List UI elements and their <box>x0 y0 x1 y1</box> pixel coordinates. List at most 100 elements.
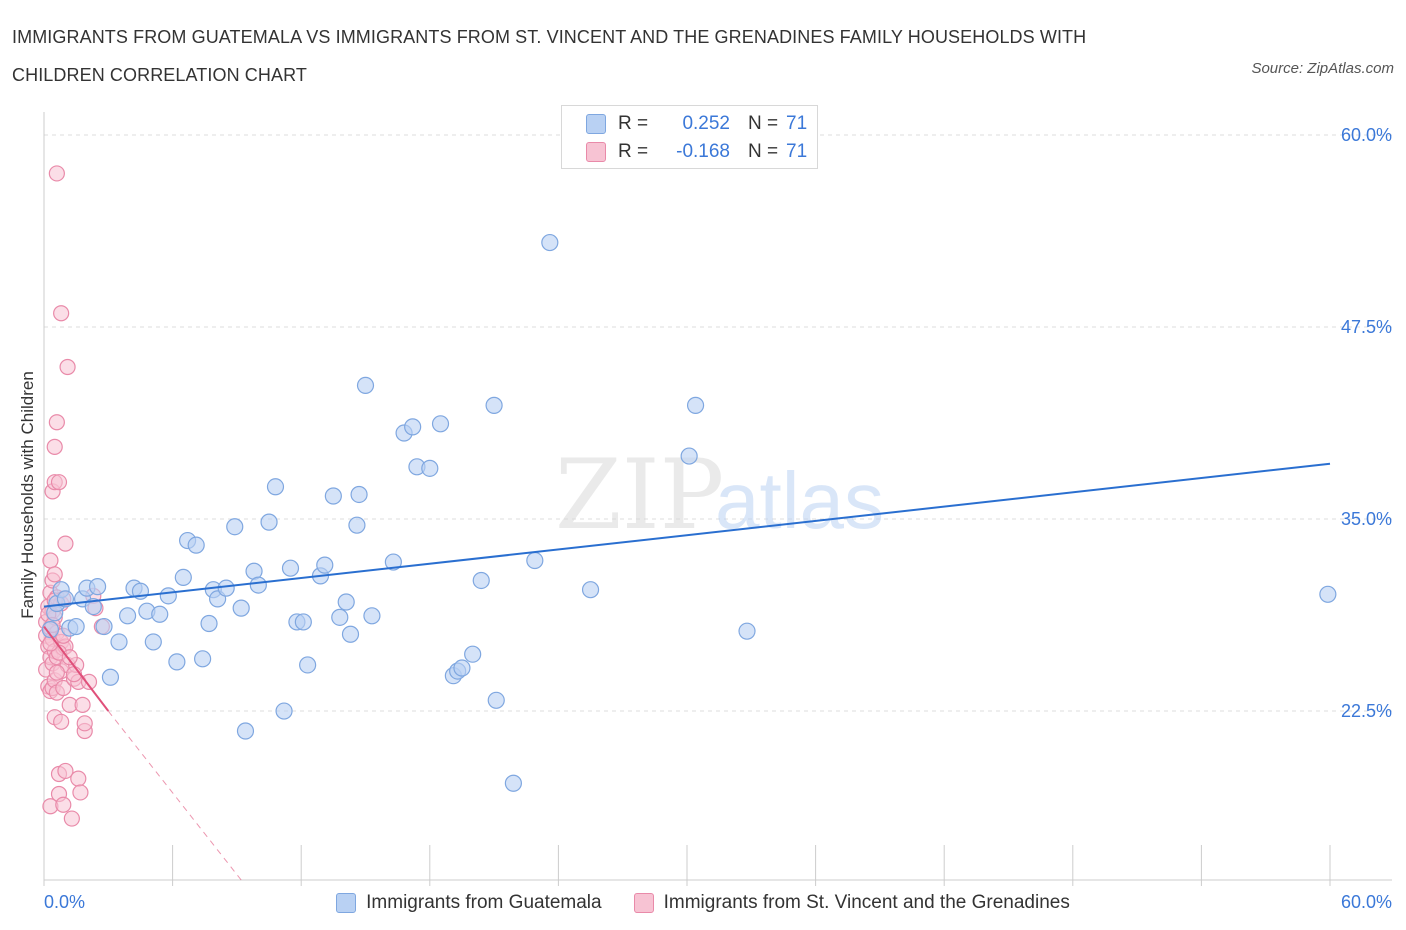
correlation-legend: R = 0.252 N = 71 R = -0.168 N = 71 <box>561 105 818 169</box>
blue-data-point <box>581 581 600 599</box>
blue-data-point <box>541 233 559 252</box>
x-tick-label: 0.0% <box>44 892 85 912</box>
source-label: Source: ZipAtlas.com <box>1251 60 1394 77</box>
tick-labels: 22.5% 35.0% 47.5% 60.0% 0.0% 60.0% <box>44 125 1392 912</box>
legend-series-label: Immigrants from Guatemala <box>366 892 602 913</box>
pink-data-point <box>48 414 65 431</box>
blue-data-point <box>331 608 349 626</box>
grid-lines <box>44 134 1392 712</box>
blue-data-point <box>404 418 422 436</box>
y-tick-label: 22.5% <box>1341 701 1392 721</box>
pink-data-point <box>76 715 93 732</box>
pink-data-point <box>59 358 76 376</box>
pink-data-point <box>63 810 80 827</box>
blue-data-point <box>232 599 250 617</box>
blue-data-point <box>472 571 490 590</box>
legend-row-guatemala: R = 0.252 N = 71 <box>586 112 807 136</box>
pink-trend-extension <box>107 710 242 881</box>
blue-data-point <box>174 568 192 587</box>
legend-series-label: Immigrants from St. Vincent and the Gren… <box>663 892 1070 913</box>
pink-series-points <box>38 165 110 827</box>
blue-data-point <box>200 614 218 633</box>
blue-data-point <box>453 659 471 677</box>
legend-row-st-vincent: R = -0.168 N = 71 <box>586 140 807 164</box>
legend-r-label: R = <box>618 141 649 162</box>
blue-trend-line <box>43 462 1331 608</box>
y-tick-label: 35.0% <box>1341 509 1392 529</box>
blue-data-point <box>101 668 120 686</box>
blue-data-point <box>159 587 177 605</box>
legend-r-value: 0.252 <box>682 113 730 134</box>
legend-n-value: 71 <box>786 141 808 162</box>
blue-data-point <box>299 656 317 674</box>
watermark-atlas: atlas <box>715 456 884 545</box>
blue-data-point <box>151 605 169 623</box>
y-tick-label: 47.5% <box>1341 317 1392 337</box>
legend-swatch-pink <box>633 893 654 913</box>
blue-data-point <box>187 536 205 554</box>
blue-data-point <box>168 653 186 671</box>
series-legend: Immigrants from Guatemala Immigrants fro… <box>0 888 1406 918</box>
blue-data-point <box>236 722 255 740</box>
blue-data-point <box>275 702 293 720</box>
blue-data-point <box>110 633 128 651</box>
blue-data-point <box>341 625 360 643</box>
blue-data-point <box>84 597 102 616</box>
blue-data-point <box>281 559 300 577</box>
legend-r-value: -0.168 <box>676 141 730 162</box>
blue-data-point <box>226 518 244 536</box>
blue-data-point <box>67 617 85 636</box>
blue-data-point <box>487 691 505 709</box>
blue-data-point <box>316 556 334 574</box>
blue-data-point <box>118 607 137 625</box>
blue-data-point <box>194 650 212 668</box>
blue-data-point <box>464 645 482 663</box>
pink-data-point <box>53 305 70 322</box>
legend-n-label: N = <box>748 141 779 162</box>
blue-data-point <box>348 516 366 534</box>
pink-data-point <box>50 474 68 491</box>
pink-data-point <box>48 664 65 681</box>
blue-data-point <box>738 622 756 640</box>
blue-data-point <box>350 485 368 504</box>
blue-data-point <box>680 447 698 465</box>
blue-data-point <box>337 593 355 611</box>
blue-data-point <box>363 607 381 625</box>
legend-n-value: 71 <box>786 113 808 134</box>
pink-data-point <box>53 713 70 730</box>
pink-data-point <box>57 762 74 780</box>
blue-data-point <box>294 613 312 631</box>
pink-data-point <box>74 696 91 713</box>
blue-data-point <box>431 415 450 433</box>
blue-data-point <box>217 579 235 597</box>
pink-data-point <box>46 438 63 455</box>
pink-data-point <box>42 552 59 569</box>
chart-title: IMMIGRANTS FROM GUATEMALA VS IMMIGRANTS … <box>12 27 1087 85</box>
legend-n-label: N = <box>748 113 779 134</box>
legend-swatch-blue <box>336 893 357 913</box>
blue-data-point <box>144 633 162 651</box>
pink-data-point <box>55 679 72 697</box>
watermark: ZIP atlas <box>555 439 884 551</box>
pink-data-point <box>72 784 89 801</box>
pink-data-point <box>55 796 72 813</box>
legend-swatch-pink <box>586 142 606 162</box>
blue-data-point <box>95 617 113 636</box>
legend-item-st-vincent[interactable]: Immigrants from St. Vincent and the Gren… <box>633 892 1070 914</box>
legend-item-guatemala[interactable]: Immigrants from Guatemala <box>336 892 602 914</box>
blue-data-point <box>41 621 60 639</box>
y-tick-label: 60.0% <box>1341 125 1392 145</box>
pink-data-point <box>80 673 98 690</box>
blue-series-points <box>41 233 1337 792</box>
blue-data-point <box>686 396 705 414</box>
blue-data-point <box>1319 585 1337 603</box>
blue-data-point <box>384 553 402 571</box>
trend-lines <box>43 462 1331 881</box>
pink-data-point <box>48 165 65 182</box>
pink-data-point <box>70 770 87 787</box>
blue-data-point <box>356 376 375 395</box>
pink-trend-line <box>43 625 110 712</box>
axes <box>43 112 1392 886</box>
blue-data-point <box>421 459 439 477</box>
